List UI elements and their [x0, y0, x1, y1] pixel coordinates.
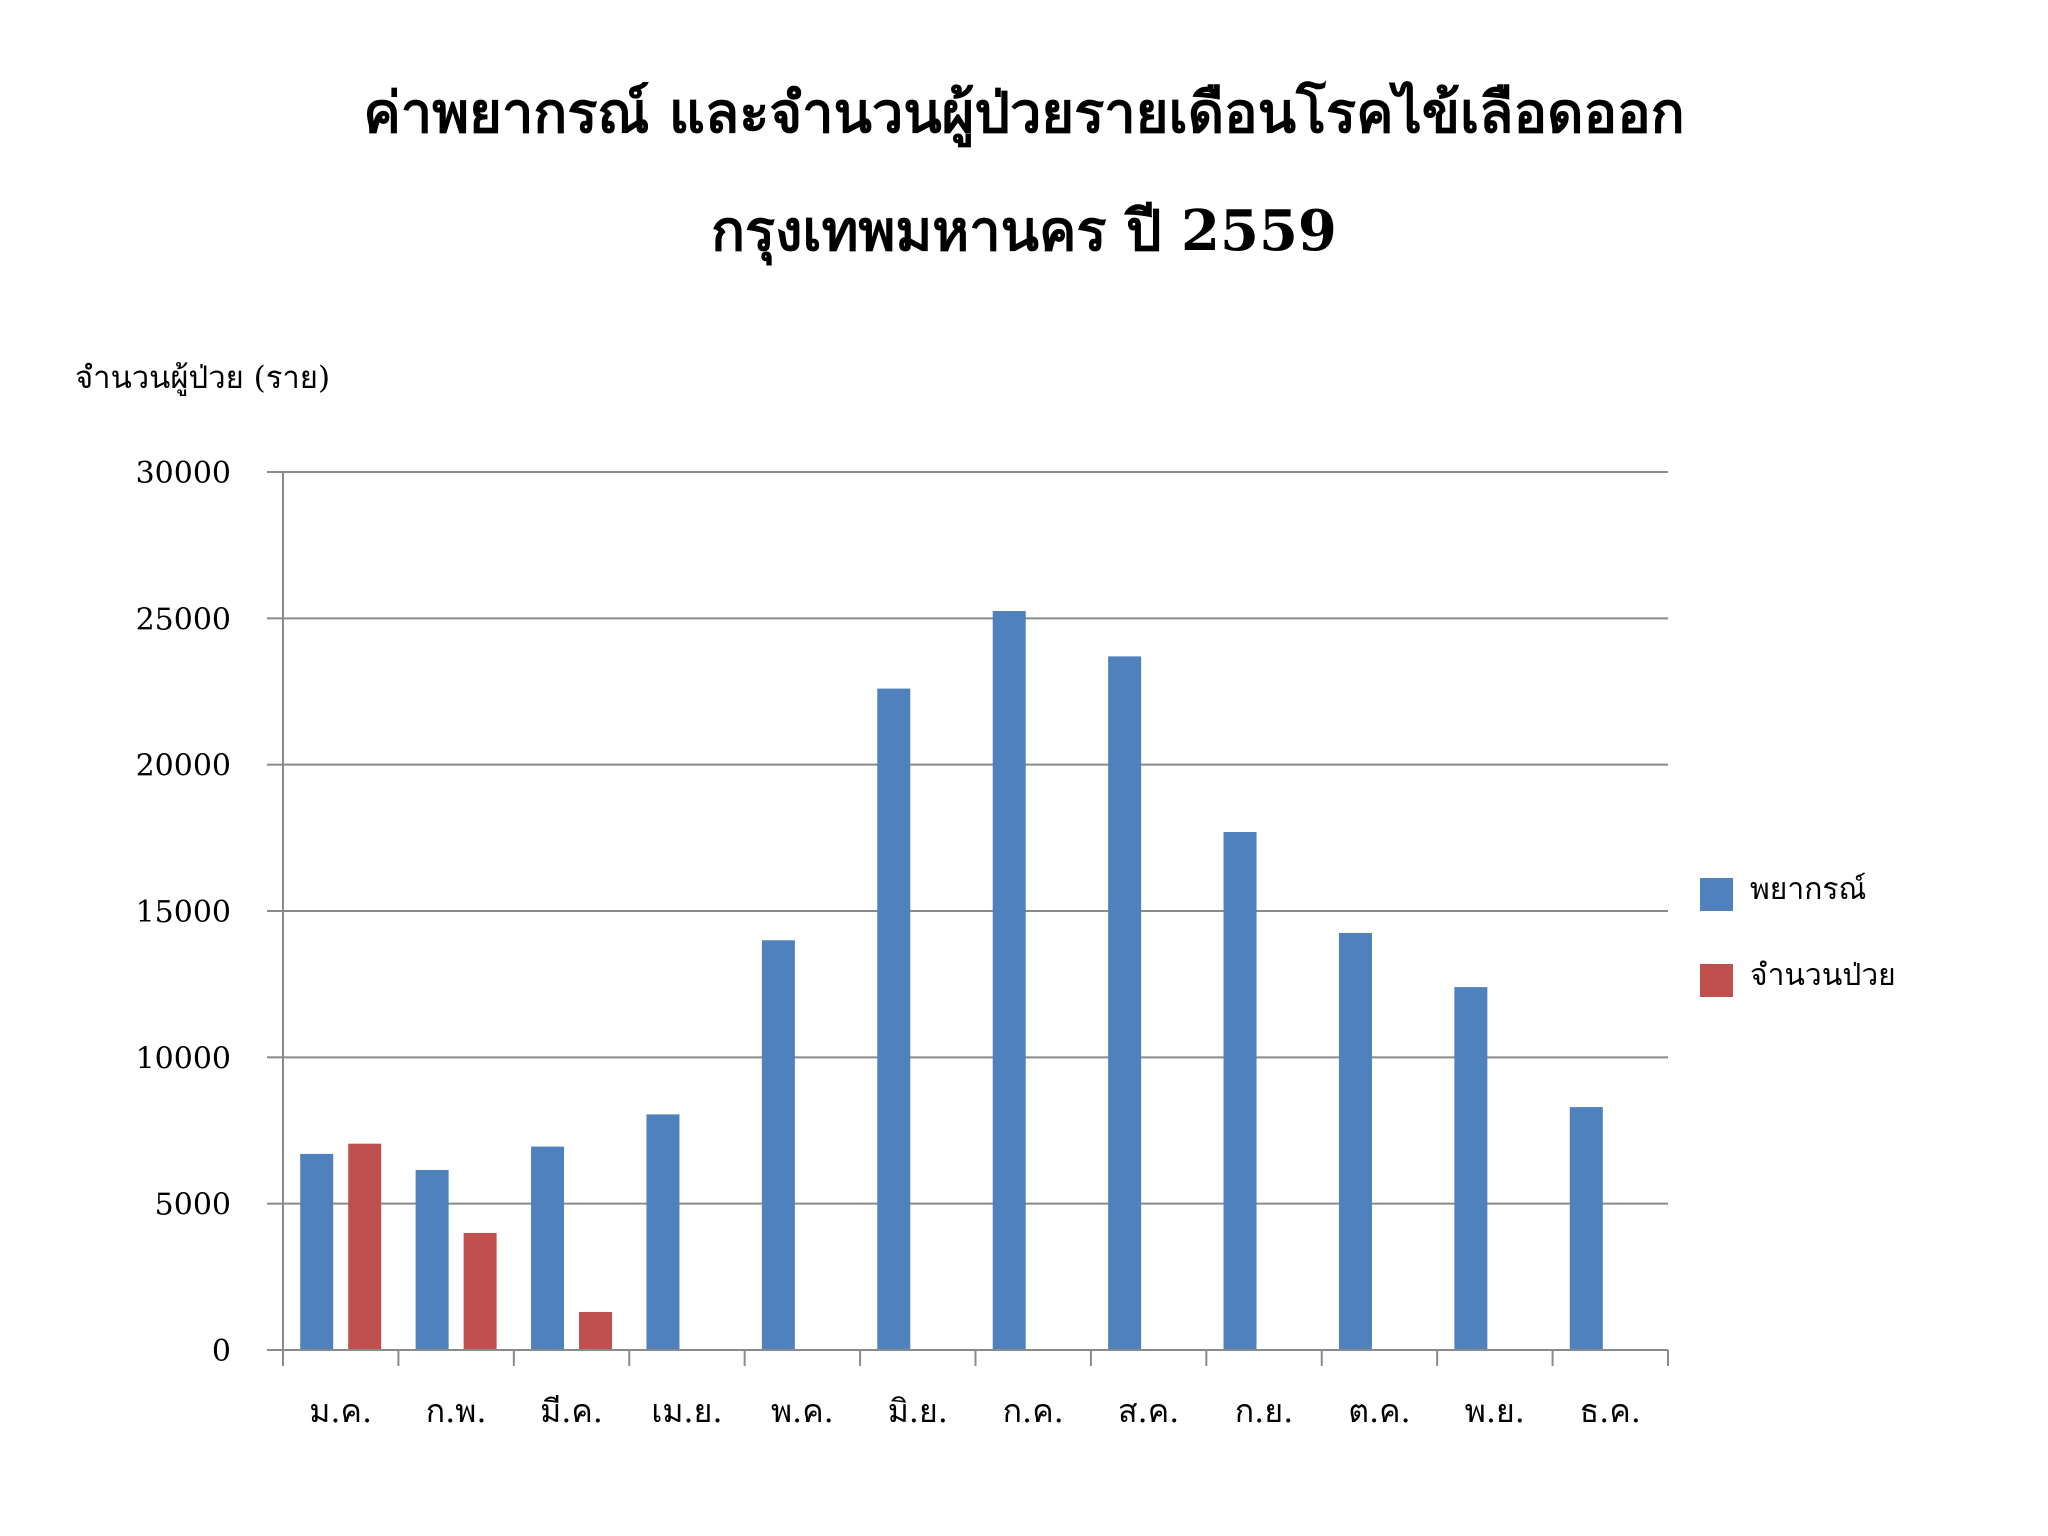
gridlines	[267, 471, 1668, 1351]
chart-title-line-1: ค่าพยากรณ์ และจำนวนผู้ป่วยรายเดือนโรคไข้…	[363, 80, 1685, 146]
x-tick-label: พ.ค.	[771, 1392, 834, 1430]
legend-label-forecast: พยากรณ์	[1750, 872, 1867, 907]
x-tick-label: มี.ค.	[540, 1392, 603, 1430]
bar-forecast	[1223, 831, 1257, 1350]
x-tick-label: ก.ค.	[1003, 1392, 1064, 1430]
y-tick-label: 5000	[155, 1188, 231, 1223]
chart-title-line-2: กรุงเทพมหานคร ปี 2559	[711, 198, 1337, 264]
x-tick-label: ก.พ.	[426, 1392, 487, 1430]
bar-forecast	[1569, 1107, 1603, 1350]
bar-forecast	[1338, 932, 1372, 1350]
y-tick-labels: 0 5000 10000 15000 20000 25000 30000	[136, 456, 231, 1369]
y-tick-label: 15000	[136, 895, 231, 930]
x-tick-label: เม.ย.	[651, 1392, 722, 1430]
x-tick-label: พ.ย.	[1465, 1392, 1525, 1430]
x-tick-labels: ม.ค. ก.พ. มี.ค. เม.ย. พ.ค. มิ.ย. ก.ค. ส.ค. ก.ย. ต…	[309, 1392, 1641, 1430]
bar-cases	[348, 1143, 382, 1350]
bar-forecast	[415, 1170, 449, 1350]
bar-cases	[463, 1232, 497, 1350]
y-axis-label: จำนวนผู้ป่วย (ราย)	[75, 360, 331, 396]
x-tick-label: ธ.ค.	[1580, 1392, 1641, 1430]
x-tick-label: ม.ค.	[309, 1392, 372, 1430]
x-tick-label: มิ.ย.	[888, 1392, 948, 1430]
bar-cases	[579, 1311, 613, 1350]
y-tick-label: 0	[212, 1334, 231, 1369]
y-tick-label: 20000	[136, 749, 231, 784]
y-tick-label: 25000	[136, 602, 231, 637]
bar-forecast	[761, 940, 795, 1350]
x-tick-label: ก.ย.	[1235, 1392, 1293, 1430]
bars	[300, 611, 1603, 1350]
bar-forecast	[877, 688, 911, 1350]
x-tick-label: ต.ค.	[1348, 1392, 1411, 1430]
legend-swatch-forecast	[1700, 878, 1733, 911]
bar-forecast	[531, 1146, 565, 1350]
y-tick-label: 10000	[136, 1041, 231, 1076]
x-tick-label: ส.ค.	[1118, 1392, 1179, 1430]
bar-forecast	[300, 1153, 334, 1350]
bar-forecast	[1108, 656, 1142, 1350]
axes	[282, 472, 1669, 1366]
legend-swatch-cases	[1700, 964, 1733, 997]
bar-forecast	[646, 1114, 680, 1350]
bar-forecast	[992, 611, 1026, 1350]
legend-label-cases: จำนวนป่วย	[1750, 958, 1896, 993]
y-tick-label: 30000	[136, 456, 231, 491]
bar-forecast	[1454, 987, 1488, 1350]
